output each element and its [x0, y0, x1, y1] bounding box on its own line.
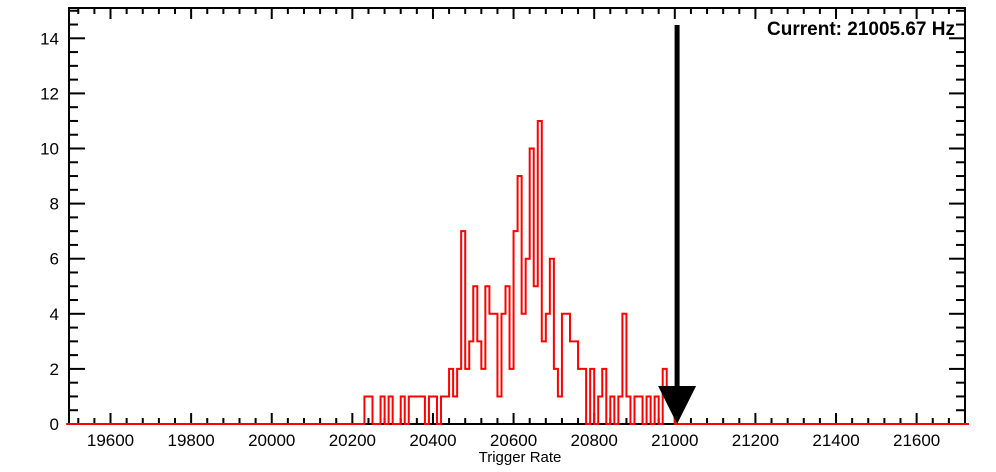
y-tick-label: 6: [50, 250, 59, 269]
y-axis-ticks: [69, 9, 965, 425]
x-tick-label: 20000: [248, 431, 295, 450]
x-tick-label: 21600: [893, 431, 940, 450]
y-tick-label: 14: [40, 29, 59, 48]
current-rate-readout: Current: 21005.67 Hz: [767, 19, 955, 40]
x-tick-label: 19600: [87, 431, 134, 450]
y-tick-label: 2: [50, 360, 59, 379]
y-tick-label: 12: [40, 84, 59, 103]
y-tick-label: 4: [50, 305, 59, 324]
x-tick-label: 19800: [167, 431, 214, 450]
x-axis-title: Trigger Rate: [479, 449, 562, 466]
x-tick-label: 20600: [490, 431, 537, 450]
x-tick-label: 21000: [651, 431, 698, 450]
x-tick-label: 21200: [732, 431, 779, 450]
y-axis-tick-labels: 0 2 4 6 8 10 12 14: [40, 29, 59, 434]
histogram-trace: [66, 119, 970, 425]
x-tick-label: 20400: [409, 431, 456, 450]
y-tick-label: 10: [40, 140, 59, 159]
x-tick-label: 20800: [571, 431, 618, 450]
x-axis-tick-labels: 19600 19800 20000 20200 20400 20600 20800 21000…: [87, 431, 940, 450]
y-tick-label: 8: [50, 195, 59, 214]
x-tick-label: 21400: [812, 431, 859, 450]
x-tick-label: 20200: [329, 431, 376, 450]
current-rate-marker[interactable]: [658, 25, 697, 424]
y-tick-label: 0: [50, 415, 59, 434]
